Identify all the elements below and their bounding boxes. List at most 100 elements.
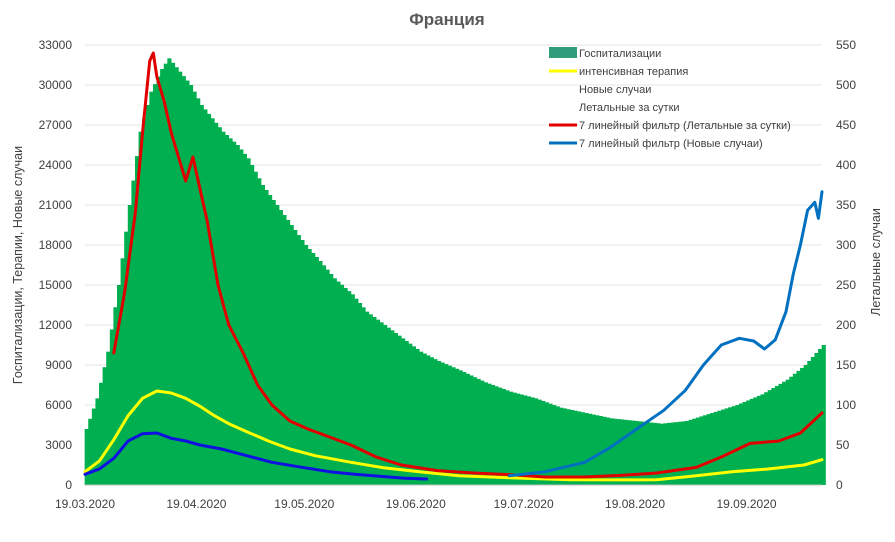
hospital-bar <box>598 416 603 485</box>
hospital-bar <box>487 383 492 485</box>
hospital-bar <box>523 395 528 485</box>
hospital-bar <box>796 370 801 485</box>
hospital-bar <box>386 327 391 485</box>
hospital-bar <box>476 378 481 485</box>
left-tick-label-3: 9000 <box>45 358 72 372</box>
hospital-bar <box>742 401 747 485</box>
hospital-bar <box>347 291 352 485</box>
hospital-bar <box>472 377 478 485</box>
hospital-bar <box>260 185 265 485</box>
x-tick-label-1: 19.04.2020 <box>166 497 226 511</box>
hospital-bar <box>649 422 654 485</box>
hospital-bar <box>91 408 97 485</box>
hospital-bar <box>731 406 736 485</box>
hospital-bar <box>667 422 672 485</box>
hospital-bar <box>631 420 636 485</box>
hospital-bar <box>641 421 647 485</box>
hospital-bar <box>756 395 762 485</box>
hospital-bar <box>174 67 179 485</box>
hospital-bar <box>645 422 650 485</box>
hospital-bar <box>178 71 183 486</box>
hospital-bars <box>84 58 826 486</box>
hospital-bar <box>447 365 452 485</box>
hospital-bar <box>789 376 794 485</box>
hospital-bar <box>149 91 154 486</box>
hospital-bar <box>296 235 301 485</box>
hospital-bar <box>113 307 118 485</box>
hospital-bar <box>584 413 589 485</box>
hospital-bar <box>685 421 690 485</box>
hospital-bar <box>307 249 312 485</box>
x-tick-label-3: 19.06.2020 <box>386 497 446 511</box>
x-tick-label-0: 19.03.2020 <box>55 497 115 511</box>
hospital-bar <box>368 314 373 485</box>
hospital-bar <box>566 409 571 485</box>
right-tick-label-9: 450 <box>836 118 856 132</box>
hospital-bar <box>800 367 805 485</box>
hospital-bar <box>627 420 632 485</box>
right-tick-label-8: 400 <box>836 158 856 172</box>
hospital-bar <box>401 338 406 485</box>
hospital-bar <box>336 281 341 485</box>
hospital-bar <box>717 410 722 485</box>
x-tick-label-6: 19.09.2020 <box>716 497 776 511</box>
hospital-bar <box>318 261 323 485</box>
hospital-bar <box>390 330 395 485</box>
hospital-bar <box>634 421 639 485</box>
hospital-bar <box>99 382 104 485</box>
hospital-bar <box>609 418 614 485</box>
hospital-bar <box>501 389 506 485</box>
hospital-bar <box>516 393 521 485</box>
hospital-bar <box>483 382 488 485</box>
x-tick-label-2: 19.05.2020 <box>274 497 334 511</box>
hospital-bar <box>562 408 567 485</box>
left-tick-label-6: 18000 <box>39 238 73 252</box>
hospital-bar <box>454 368 460 485</box>
hospital-bar <box>232 141 237 485</box>
hospital-bar <box>185 80 190 486</box>
legend-label-icu: интенсивная терапия <box>579 66 688 78</box>
hospital-bar <box>206 113 212 485</box>
hospital-bar <box>145 105 150 485</box>
hospital-bar <box>156 76 161 486</box>
hospital-bar <box>426 355 431 485</box>
hospital-bar <box>127 205 132 485</box>
hospital-bar <box>152 84 158 485</box>
hospital-bar <box>289 225 294 485</box>
hospital-bar <box>311 253 316 485</box>
hospital-bar <box>559 407 564 485</box>
hospital-bar <box>267 195 273 485</box>
hospital-bar <box>95 398 100 485</box>
hospital-bar <box>760 394 765 485</box>
hospital-bar <box>418 351 424 485</box>
hospital-bar <box>325 269 330 485</box>
hospital-bar <box>192 91 197 486</box>
hospital-bar <box>181 76 186 485</box>
hospital-bar <box>458 370 463 485</box>
hospital-bar <box>605 417 611 485</box>
hospital-bar <box>196 98 201 485</box>
hospital-bar <box>519 394 524 485</box>
hospital-bar <box>415 349 420 485</box>
hospital-bar <box>314 257 319 485</box>
hospital-bar <box>109 329 114 485</box>
hospital-bar <box>257 178 262 486</box>
hospital-bar <box>526 396 532 485</box>
hospital-bar <box>465 373 470 485</box>
right-tick-label-3: 150 <box>836 358 856 372</box>
hospital-bar <box>674 422 679 485</box>
legend-swatch-hospital <box>549 47 577 58</box>
hospital-bar <box>652 422 657 485</box>
hospital-bar <box>188 85 194 485</box>
hospital-bar <box>706 414 711 485</box>
hospital-bar <box>620 419 625 485</box>
hospital-bar <box>688 419 693 485</box>
left-tick-label-10: 30000 <box>39 78 73 92</box>
left-tick-label-0: 0 <box>65 478 72 492</box>
hospital-bar <box>300 240 305 485</box>
hospital-bar <box>246 158 251 486</box>
hospital-bar <box>214 122 219 486</box>
hospital-bar <box>422 353 427 485</box>
